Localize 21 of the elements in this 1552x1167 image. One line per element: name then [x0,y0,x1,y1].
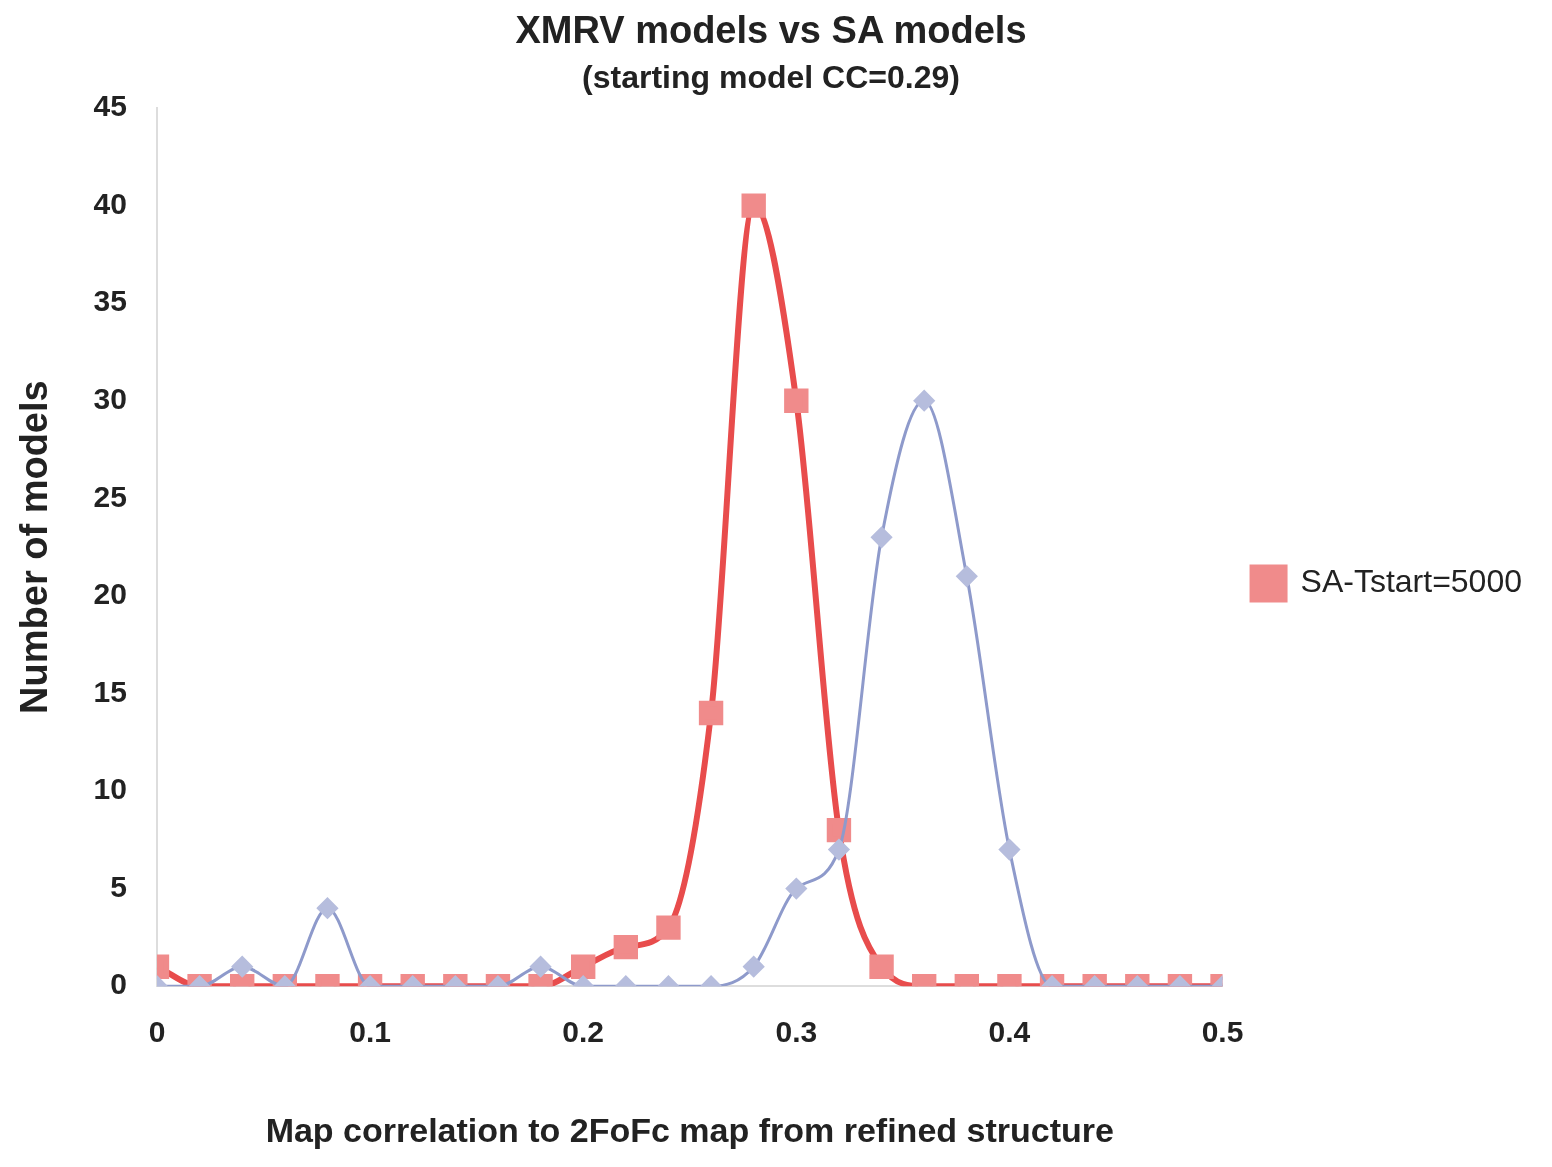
x-tick-label: 0.2 [562,1015,605,1049]
y-tick-label: 10 [93,772,127,806]
chart-subtitle: (starting model CC=0.29) [582,58,960,95]
x-tick-label: 0.4 [988,1015,1031,1049]
y-axis-title: Number of models [13,380,56,714]
y-tick-label: 25 [93,479,127,513]
y-tick-label: 35 [93,284,127,318]
x-tick-label: 0.1 [349,1015,391,1049]
y-tick-label: 5 [110,869,127,903]
y-tick-label: 20 [93,577,127,611]
y-tick-label: 40 [93,186,127,220]
x-axis-title: Map correlation to 2FoFc map from refined structure [265,1110,1114,1149]
x-tick-label: 0.5 [1201,1015,1244,1049]
y-tick-label: 0 [110,967,127,1001]
legend-label: SA-Tstart=5000 [1300,563,1522,600]
x-tick-label: 0.3 [775,1015,818,1049]
y-tick-label: 15 [93,674,127,708]
y-tick-label: 30 [93,382,127,415]
x-tick-label: 0 [148,1015,166,1049]
chart-title: XMRV models vs SA models [515,9,1027,52]
y-tick-label: 45 [93,89,127,123]
